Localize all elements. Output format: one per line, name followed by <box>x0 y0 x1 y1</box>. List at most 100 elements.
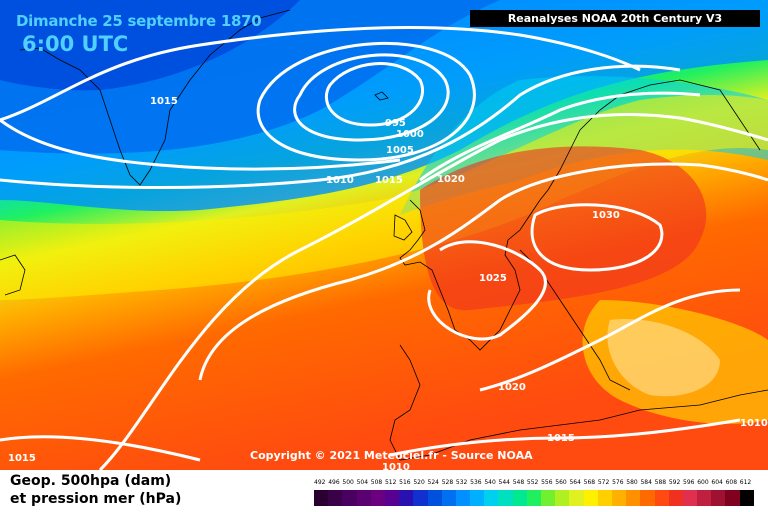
color-scale-tick: 544 <box>498 479 510 486</box>
isobar-label: 1005 <box>386 145 414 156</box>
color-scale-swatch <box>611 490 627 506</box>
isobar-label: 1010 <box>740 418 768 429</box>
color-scale-swatch <box>555 490 570 506</box>
isobar-label: 995 <box>385 118 406 129</box>
isobar-label: 1020 <box>437 174 465 185</box>
color-scale-tick: 608 <box>725 479 738 486</box>
color-scale-swatch <box>399 490 414 506</box>
color-scale-swatch <box>342 490 357 506</box>
isobar-label: 1015 <box>150 96 178 107</box>
color-scale-swatch <box>470 490 485 506</box>
color-scale-tick: 580 <box>626 479 638 486</box>
color-scale-swatch <box>413 490 428 506</box>
legend-title-pressure: et pression mer (hPa) <box>10 491 182 507</box>
britain-coast <box>393 214 413 241</box>
geopotential-band-southeast <box>582 300 768 424</box>
color-scale-tick: 584 <box>640 479 652 486</box>
color-scale-swatch <box>640 490 655 506</box>
isobar-line <box>0 26 641 122</box>
isobar-label: 1010 <box>382 462 410 470</box>
legend-title-geopotential: Geop. 500hpa (dam) <box>10 473 172 489</box>
color-scale-tick: 516 <box>399 479 411 486</box>
color-scale-tick: 508 <box>370 479 383 486</box>
isobars <box>0 26 768 470</box>
color-scale-swatch <box>455 490 471 506</box>
color-scale-swatch <box>484 490 499 506</box>
color-scale-labels: 492 496 500 504 508 512 516 520 524 528 532 536 540 5… <box>314 479 754 489</box>
mediterranean-coast <box>389 344 768 461</box>
color-scale-tick: 528 <box>441 479 454 486</box>
isobar-line <box>427 240 547 341</box>
color-scale-swatch <box>441 490 456 506</box>
color-scale-tick: 568 <box>583 479 596 486</box>
isobar-label: 1010 <box>326 175 354 186</box>
isobar-line <box>0 64 681 189</box>
color-scale-tick: 536 <box>470 479 482 486</box>
isobar-label: 1015 <box>8 453 36 464</box>
geopotential-light-core <box>607 319 720 397</box>
isobar-label: 1025 <box>479 273 507 284</box>
isobar-line <box>479 288 741 392</box>
color-scale-tick: 604 <box>711 479 723 486</box>
color-scale-tick: 540 <box>484 479 496 486</box>
isobar-label: 1015 <box>375 175 403 186</box>
isobar-line <box>293 53 450 142</box>
isobar-label: 1015 <box>547 433 575 444</box>
reanalysis-map: 1015 995 1000 1005 1010 1015 1020 1030 1… <box>0 0 768 470</box>
color-scale-swatch <box>711 490 726 506</box>
color-scale-tick: 496 <box>328 479 340 486</box>
isobar-line <box>98 112 768 470</box>
isobar-labels: 1015 995 1000 1005 1010 1015 1020 1030 1… <box>8 96 768 470</box>
date-title: Dimanche 25 septembre 1870 <box>16 12 262 30</box>
color-scale-swatch <box>370 490 385 506</box>
color-scale-swatch <box>328 490 343 506</box>
color-scale-tick: 504 <box>356 479 369 486</box>
western-coast <box>0 254 26 296</box>
color-scale-tick: 548 <box>512 479 525 486</box>
iceland-coast <box>374 91 389 101</box>
source-badge: Reanalyses NOAA 20th Century V3 <box>470 10 760 27</box>
greenland-coast <box>19 9 291 186</box>
color-scale-swatch <box>725 490 740 506</box>
color-scale-swatch <box>697 490 712 506</box>
color-scale-swatch <box>626 490 641 506</box>
isobar-label: 1030 <box>592 210 620 221</box>
color-scale <box>314 490 754 506</box>
color-scale-swatch <box>384 490 400 506</box>
color-scale-tick: 500 <box>342 479 354 486</box>
color-scale-swatch <box>314 490 329 506</box>
color-scale-tick: 564 <box>569 479 581 486</box>
color-scale-tick: 560 <box>555 479 567 486</box>
color-scale-tick: 492 <box>314 479 326 486</box>
color-scale-swatch <box>526 490 541 506</box>
color-scale-tick: 600 <box>697 479 709 486</box>
color-scale-tick: 588 <box>654 479 667 486</box>
isobar-line <box>530 203 664 272</box>
color-scale-swatch <box>356 490 371 506</box>
color-scale-tick: 592 <box>668 479 681 486</box>
color-scale-tick: 612 <box>739 479 752 486</box>
time-title: 6:00 UTC <box>22 32 129 56</box>
color-scale-tick: 552 <box>526 479 539 486</box>
color-scale-swatch <box>498 490 513 506</box>
color-scale-swatch <box>597 490 612 506</box>
color-scale-tick: 532 <box>455 479 468 486</box>
color-scale-swatch <box>739 490 754 506</box>
color-scale-tick: 572 <box>597 479 610 486</box>
isobar-line <box>198 162 768 381</box>
color-scale-swatch <box>427 490 442 506</box>
isobar-line <box>324 62 424 127</box>
color-scale-swatch <box>668 490 683 506</box>
isobar-line <box>389 418 741 457</box>
isobar-line <box>256 41 476 162</box>
color-scale-swatch <box>541 490 556 506</box>
isobar-label: 1000 <box>396 129 424 140</box>
color-scale-swatch <box>583 490 598 506</box>
color-scale-tick: 596 <box>683 479 695 486</box>
isobar-line <box>0 435 201 462</box>
color-scale-swatch <box>654 490 669 506</box>
map-canvas: 1015 995 1000 1005 1010 1015 1020 1030 1… <box>0 0 768 470</box>
isobar-line <box>0 118 401 171</box>
color-scale-tick: 576 <box>612 479 624 486</box>
geopotential-band-yellow <box>0 95 768 300</box>
